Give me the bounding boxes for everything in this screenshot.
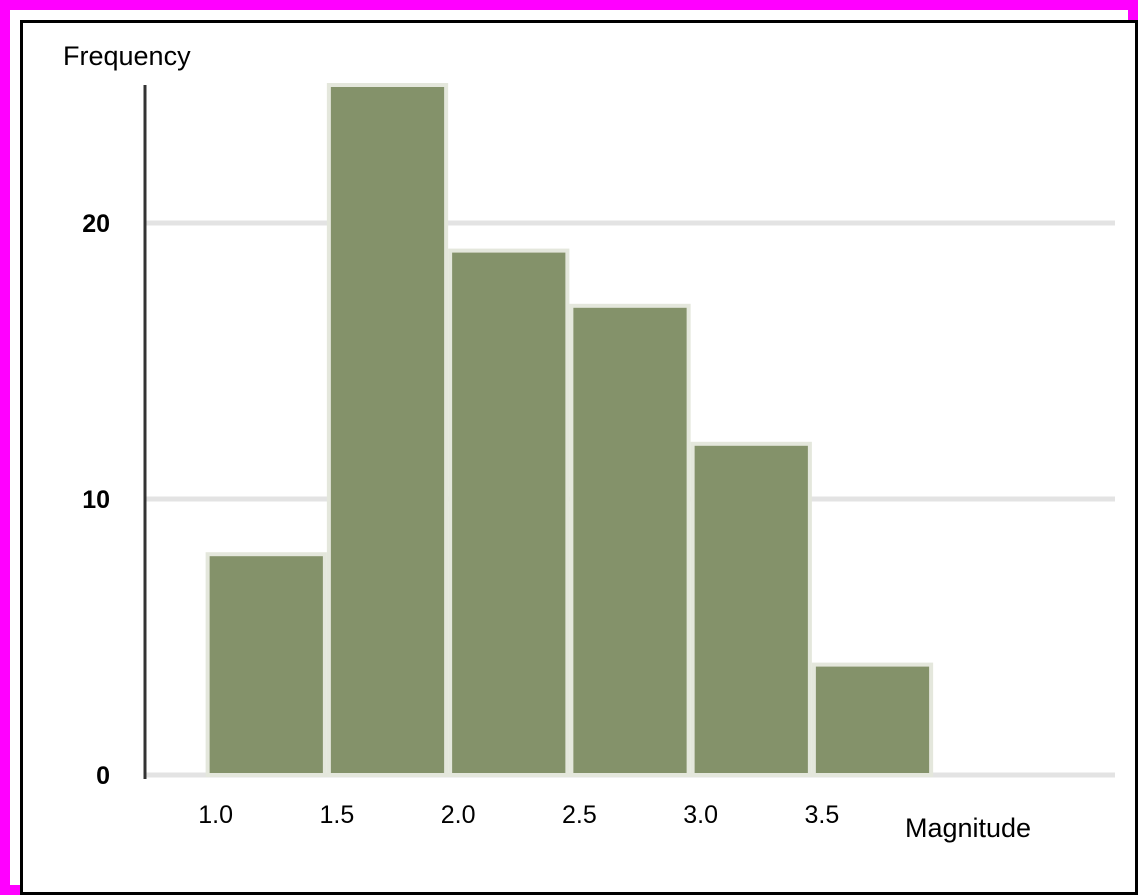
x-tick-label: 3.5 [804,801,839,829]
x-tick-label: 3.0 [683,801,718,829]
bar-2.0-2.5 [448,248,570,778]
bar-1.0-1.5 [205,552,327,778]
y-tick-label: 10 [82,486,110,514]
x-axis-label: Magnitude [905,813,1031,843]
x-tick-label: 2.5 [562,801,597,829]
y-tick-labels: 0 10 20 [82,210,110,790]
bars [205,83,934,778]
chart-panel: 0 10 20 1.0 1.5 2.0 2.5 3.0 3.5 Frequency Magni… [20,20,1138,895]
x-tick-labels: 1.0 1.5 2.0 2.5 3.0 3.5 [198,801,839,829]
bar-1.5-2.0 [326,83,449,777]
x-tick-label: 1.5 [319,801,354,829]
y-axis-label: Frequency [63,41,191,71]
y-tick-label: 0 [96,762,110,790]
histogram-chart: 0 10 20 1.0 1.5 2.0 2.5 3.0 3.5 Frequency Magni… [63,41,1115,843]
bar-2.5-3.0 [569,303,691,777]
x-tick-label: 2.0 [441,801,476,829]
bar-3.0-3.5 [690,441,812,777]
x-tick-label: 1.0 [198,801,233,829]
y-tick-label: 20 [82,210,110,238]
bar-3.5-4.0 [811,662,934,777]
